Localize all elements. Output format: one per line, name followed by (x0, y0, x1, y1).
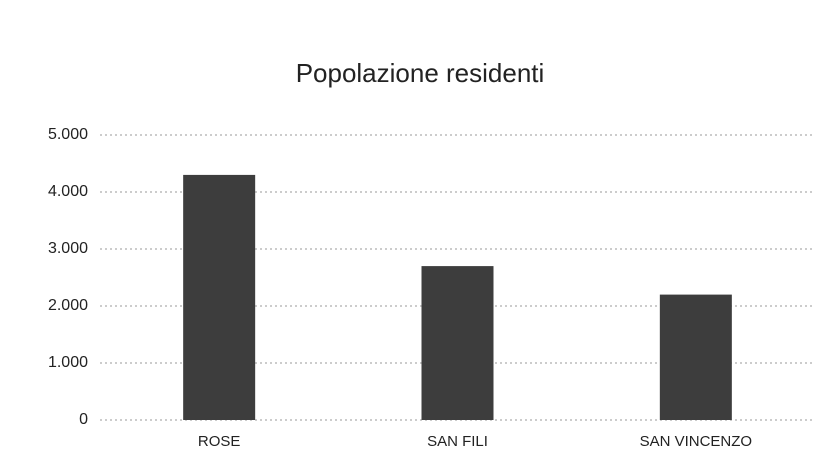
bar (659, 294, 732, 420)
y-tick-label: 2.000 (48, 297, 88, 314)
y-tick-label: 5.000 (48, 126, 88, 143)
chart-title: Popolazione residenti (296, 58, 545, 88)
x-tick-label: SAN VINCENZO (640, 433, 753, 450)
y-tick-label: 3.000 (48, 240, 88, 257)
y-tick-label: 0 (79, 411, 88, 428)
y-tick-label: 1.000 (48, 354, 88, 371)
y-tick-label: 4.000 (48, 183, 88, 200)
bar (421, 266, 494, 420)
x-tick-label: SAN FILI (427, 433, 488, 450)
bar (183, 174, 256, 420)
x-tick-label: ROSE (198, 433, 241, 450)
